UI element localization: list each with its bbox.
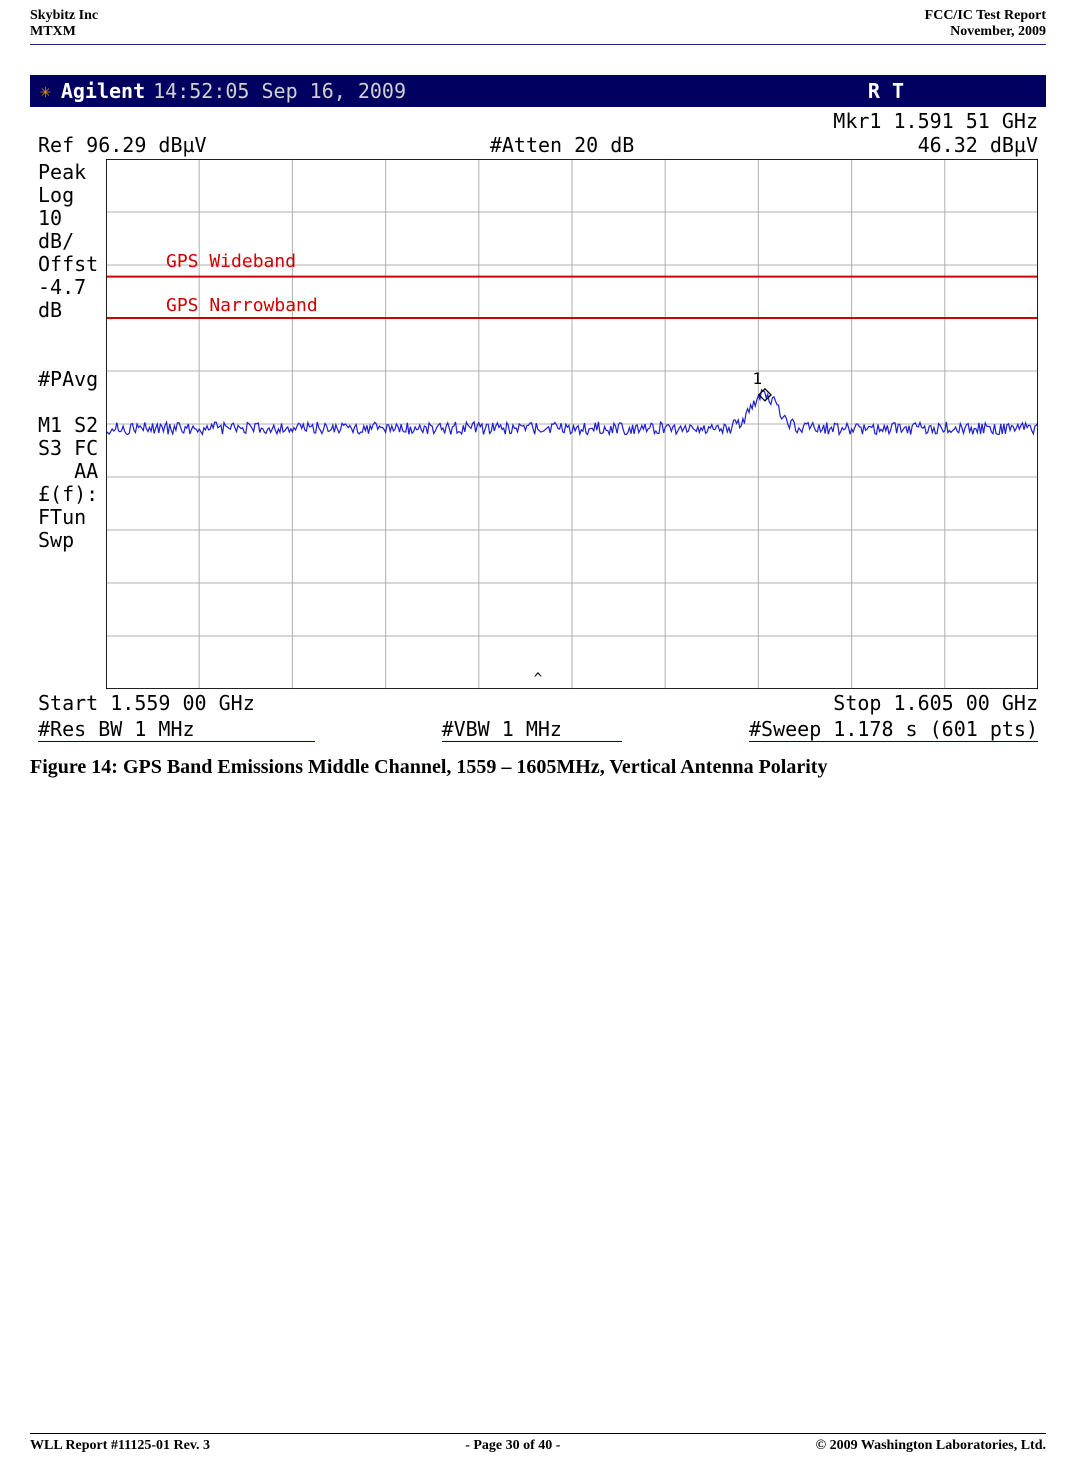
y-label (38, 345, 106, 368)
footer-center: - Page 30 of 40 - (465, 1438, 560, 1454)
sweep: #Sweep 1.178 s (601 pts) (749, 717, 1038, 742)
y-label: 10 (38, 207, 106, 230)
y-label (38, 322, 106, 345)
figure-caption: Figure 14: GPS Band Emissions Middle Cha… (30, 756, 1046, 779)
plot-bottom-row-2: #Res BW 1 MHz #VBW 1 MHz #Sweep 1.178 s … (30, 717, 1046, 744)
center-caret-icon: ^ (534, 671, 542, 687)
y-label: dB/ (38, 230, 106, 253)
stop-freq: Stop 1.605 00 GHz (833, 691, 1038, 715)
y-label: -4.7 (38, 276, 106, 299)
marker-amplitude: 46.32 dBµV (918, 133, 1038, 157)
plot-row: PeakLog10dB/Offst-4.7dB #PAvg M1 S2S3 FC… (30, 159, 1046, 689)
footer-rule (30, 1433, 1046, 1434)
report-date: November, 2009 (925, 24, 1046, 40)
attenuation: #Atten 20 dB (490, 133, 635, 157)
y-label (38, 391, 106, 414)
model-name: MTXM (30, 24, 98, 40)
report-type: FCC/IC Test Report (925, 8, 1046, 24)
page-header: Skybitz Inc MTXM FCC/IC Test Report Nove… (0, 0, 1076, 44)
analyzer-timestamp: 14:52:05 Sep 16, 2009 (153, 79, 406, 103)
y-label: M1 S2 (38, 414, 106, 437)
analyzer-top-row-2: Ref 96.29 dBµV #Atten 20 dB 46.32 dBµV (30, 133, 1046, 159)
footer-left: WLL Report #11125-01 Rev. 3 (30, 1438, 210, 1454)
vbw: #VBW 1 MHz (442, 717, 622, 742)
res-bw: #Res BW 1 MHz (38, 717, 315, 742)
analyzer-titlebar: ✳ Agilent 14:52:05 Sep 16, 2009 RT (30, 75, 1046, 107)
analyzer-top-row-1: Mkr1 1.591 51 GHz (30, 107, 1046, 133)
y-label: #PAvg (38, 368, 106, 391)
y-label: Swp (38, 529, 106, 552)
ref-level: Ref 96.29 dBµV (38, 133, 207, 157)
marker-freq: Mkr1 1.591 51 GHz (833, 109, 1038, 133)
spectrum-chart (106, 159, 1038, 689)
y-label: Offst (38, 253, 106, 276)
header-left: Skybitz Inc MTXM (30, 8, 98, 40)
footer-row: WLL Report #11125-01 Rev. 3 - Page 30 of… (30, 1438, 1046, 1454)
y-label: Log (38, 184, 106, 207)
footer-right: © 2009 Washington Laboratories, Ltd. (816, 1438, 1046, 1454)
agilent-logo-icon: ✳ (40, 81, 51, 102)
y-axis-labels: PeakLog10dB/Offst-4.7dB #PAvg M1 S2S3 FC… (38, 159, 106, 689)
plot-area: GPS Wideband GPS Narrowband 1 (106, 159, 1038, 689)
gps-narrowband-label: GPS Narrowband (166, 295, 318, 316)
y-label: AA (38, 460, 106, 483)
start-freq: Start 1.559 00 GHz (38, 691, 255, 715)
company-name: Skybitz Inc (30, 8, 98, 24)
y-label: dB (38, 299, 106, 322)
y-label: S3 FC (38, 437, 106, 460)
header-rule (30, 44, 1046, 45)
analyzer-rt-flags: RT (868, 79, 916, 103)
analyzer-brand: Agilent (61, 79, 145, 103)
analyzer-screenshot: ✳ Agilent 14:52:05 Sep 16, 2009 RT Mkr1 … (30, 75, 1046, 744)
plot-bottom-row-1: ^ Start 1.559 00 GHz Stop 1.605 00 GHz (30, 689, 1046, 717)
page-footer: WLL Report #11125-01 Rev. 3 - Page 30 of… (30, 1433, 1046, 1454)
marker-number: 1 (752, 369, 762, 388)
y-label: FTun (38, 506, 106, 529)
header-right: FCC/IC Test Report November, 2009 (925, 8, 1046, 40)
gps-wideband-label: GPS Wideband (166, 251, 296, 272)
y-label: Peak (38, 161, 106, 184)
y-label: £(f): (38, 483, 106, 506)
